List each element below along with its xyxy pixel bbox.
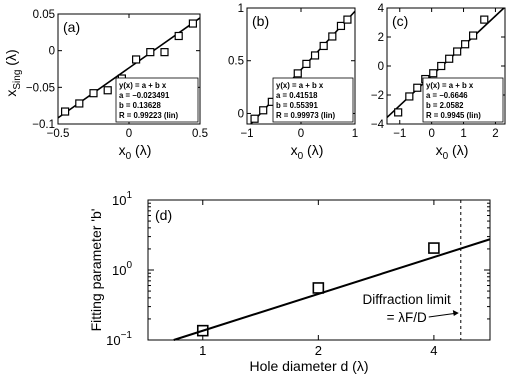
annotation-text: Diffraction limit (363, 292, 452, 307)
x-axis-label: x0 (λ) (436, 142, 469, 162)
x-tick-label: 0.5 (192, 128, 208, 140)
y-tick-label: 10−1 (106, 330, 132, 348)
panel-label: (d) (155, 207, 172, 223)
data-point (437, 61, 446, 71)
data-point (302, 59, 311, 68)
panel-d: 1 2 4 10−1 100 101 (d) Diffraction limit = λF/D H… (88, 190, 491, 374)
fit-legend-line: b = 2.0582 (426, 101, 464, 110)
fit-legend-line: R = 0.9945 (lin) (426, 111, 481, 120)
x-axis-label: x0 (λ) (119, 142, 152, 162)
data-point (405, 92, 414, 101)
panel-c: −1 0 1 2 −4 −2 0 2 4 (c) y(x) = a + b xa = −0.6646… (371, 3, 506, 162)
fit-legend-box (272, 77, 354, 123)
fit-legend-line: R = 0.99973 (lin) (276, 111, 336, 120)
data-point (394, 108, 403, 117)
y-tick-label: −4 (371, 119, 385, 131)
fit-legend-line: y(x) = a + b x (426, 81, 474, 90)
y-tick-label: 0 (49, 46, 55, 58)
y-tick-label: 101 (112, 190, 132, 208)
x-tick-label: −0.5 (47, 128, 70, 140)
panel-label: (b) (252, 13, 269, 29)
y-tick-label: 4 (378, 3, 385, 15)
data-point (312, 282, 325, 294)
data-point (469, 31, 478, 40)
data-point (328, 32, 337, 41)
data-point (160, 48, 169, 57)
y-tick-label: 0 (378, 61, 384, 73)
data-point (310, 51, 320, 60)
annotation-arrow (428, 312, 458, 318)
data-point (445, 54, 454, 63)
x-tick-label: 1 (460, 128, 466, 140)
data-point (250, 114, 259, 123)
data-point (196, 324, 209, 337)
data-point (413, 83, 422, 92)
data-point (103, 86, 112, 95)
data-point (188, 19, 197, 28)
x-tick-label: 1 (352, 128, 358, 140)
fit-line (173, 238, 491, 341)
data-point (293, 69, 302, 78)
y-tick-label: 100 (112, 260, 132, 278)
data-point (174, 31, 183, 41)
y-tick-label: 2 (378, 32, 384, 44)
data-point (60, 107, 70, 116)
fit-legend-line: y(x) = a + b x (276, 81, 324, 90)
fit-legend-line: b = 0.55391 (276, 101, 318, 110)
y-tick-label: 0.05 (33, 9, 55, 21)
arrow-head-icon (452, 310, 459, 316)
y-tick-label: 1 (238, 3, 244, 15)
x-tick-label: 2 (492, 128, 498, 140)
data-point (259, 106, 268, 115)
fit-legend-line: R = 0.99223 (lin) (119, 111, 179, 120)
plot-frame (147, 199, 491, 341)
y-tick-label: −0.05 (26, 82, 55, 94)
data-point (343, 15, 352, 24)
data-point (75, 99, 84, 108)
data-point (480, 15, 489, 24)
y-tick-label: −2 (371, 90, 384, 102)
x-tick-label: 0 (428, 128, 434, 140)
data-point (89, 89, 98, 98)
y-tick-label: 0.5 (228, 56, 244, 68)
fit-legend-line: a = 0.41518 (276, 91, 318, 100)
data-point (319, 41, 328, 51)
y-tick-label: 0 (238, 108, 244, 120)
x-axis-label: Hole diameter d (λ) (249, 358, 368, 374)
data-point (132, 55, 141, 64)
fit-legend-line: a = −0.6646 (426, 91, 468, 100)
x-tick-label: −1 (393, 128, 406, 140)
y-axis-label: xSing (λ) (3, 49, 23, 96)
data-point (429, 69, 438, 78)
panel-a: −0.5 0 0.5 −0.1 −0.05 0 0.05 (a) y(x) = a + b xa… (3, 9, 208, 162)
fit-legend-line: a = −0.023491 (119, 91, 170, 100)
data-point (146, 48, 155, 57)
x-axis-label: x0 (λ) (291, 142, 324, 162)
panel-label: (a) (63, 19, 80, 35)
x-tick-label: 1 (199, 343, 206, 358)
data-point (428, 242, 440, 254)
y-tick-label: −0.1 (32, 119, 55, 131)
x-tick-label: 2 (315, 343, 322, 358)
fit-legend-box (422, 77, 504, 123)
fit-legend-line: y(x) = a + b x (119, 81, 167, 90)
data-point (336, 21, 346, 31)
fit-legend-box (115, 77, 199, 123)
x-tick-label: 4 (430, 343, 437, 358)
data-point (461, 40, 470, 49)
fit-legend-line: b = 0.13628 (119, 101, 161, 110)
annotation-text: = λF/D (387, 310, 427, 325)
y-axis-label: Fitting parameter 'b' (88, 209, 104, 332)
x-tick-label: 0 (126, 128, 132, 140)
data-point (453, 47, 462, 56)
panel-label: (c) (392, 13, 408, 29)
x-tick-label: −1 (240, 128, 253, 140)
x-tick-label: 0 (298, 128, 304, 140)
